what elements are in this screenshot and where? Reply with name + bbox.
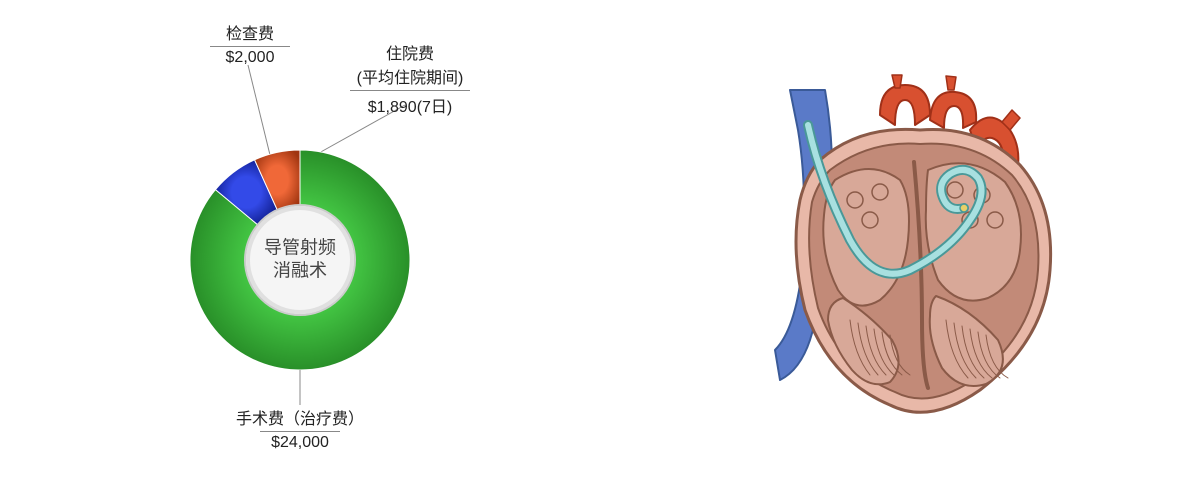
callout-surgery: 手术费（治疗费） $24,000 xyxy=(225,405,375,452)
callout-hospital-value: $1,890(7日) xyxy=(350,90,470,117)
callout-surgery-value: $24,000 xyxy=(260,431,340,452)
callout-exam-label: 检查费 xyxy=(210,20,290,44)
donut-center-label: 导管射频 消融术 xyxy=(250,237,350,284)
callout-hospital-label2: (平均住院期间) xyxy=(340,64,480,88)
donut-chart: 导管射频 消融术 xyxy=(190,150,410,370)
aortic-arch-2 xyxy=(930,92,976,128)
catheter-tip xyxy=(960,204,968,212)
heart-illustration-panel xyxy=(600,0,1200,500)
heart-catheter-illustration xyxy=(720,70,1080,430)
center-line2: 消融术 xyxy=(273,261,327,281)
cost-breakdown-panel: 检查费 $2,000 住院费 (平均住院期间) $1,890(7日) 手术费（治… xyxy=(0,0,600,500)
callout-surgery-label: 手术费（治疗费） xyxy=(225,405,375,429)
callout-exam-value: $2,000 xyxy=(210,46,290,67)
callout-hospital-label1: 住院费 xyxy=(340,40,480,64)
center-line1: 导管射频 xyxy=(264,238,336,258)
callout-hospital: 住院费 (平均住院期间) $1,890(7日) xyxy=(340,40,480,117)
callout-exam: 检查费 $2,000 xyxy=(210,20,290,67)
aortic-arch-1 xyxy=(880,85,930,125)
